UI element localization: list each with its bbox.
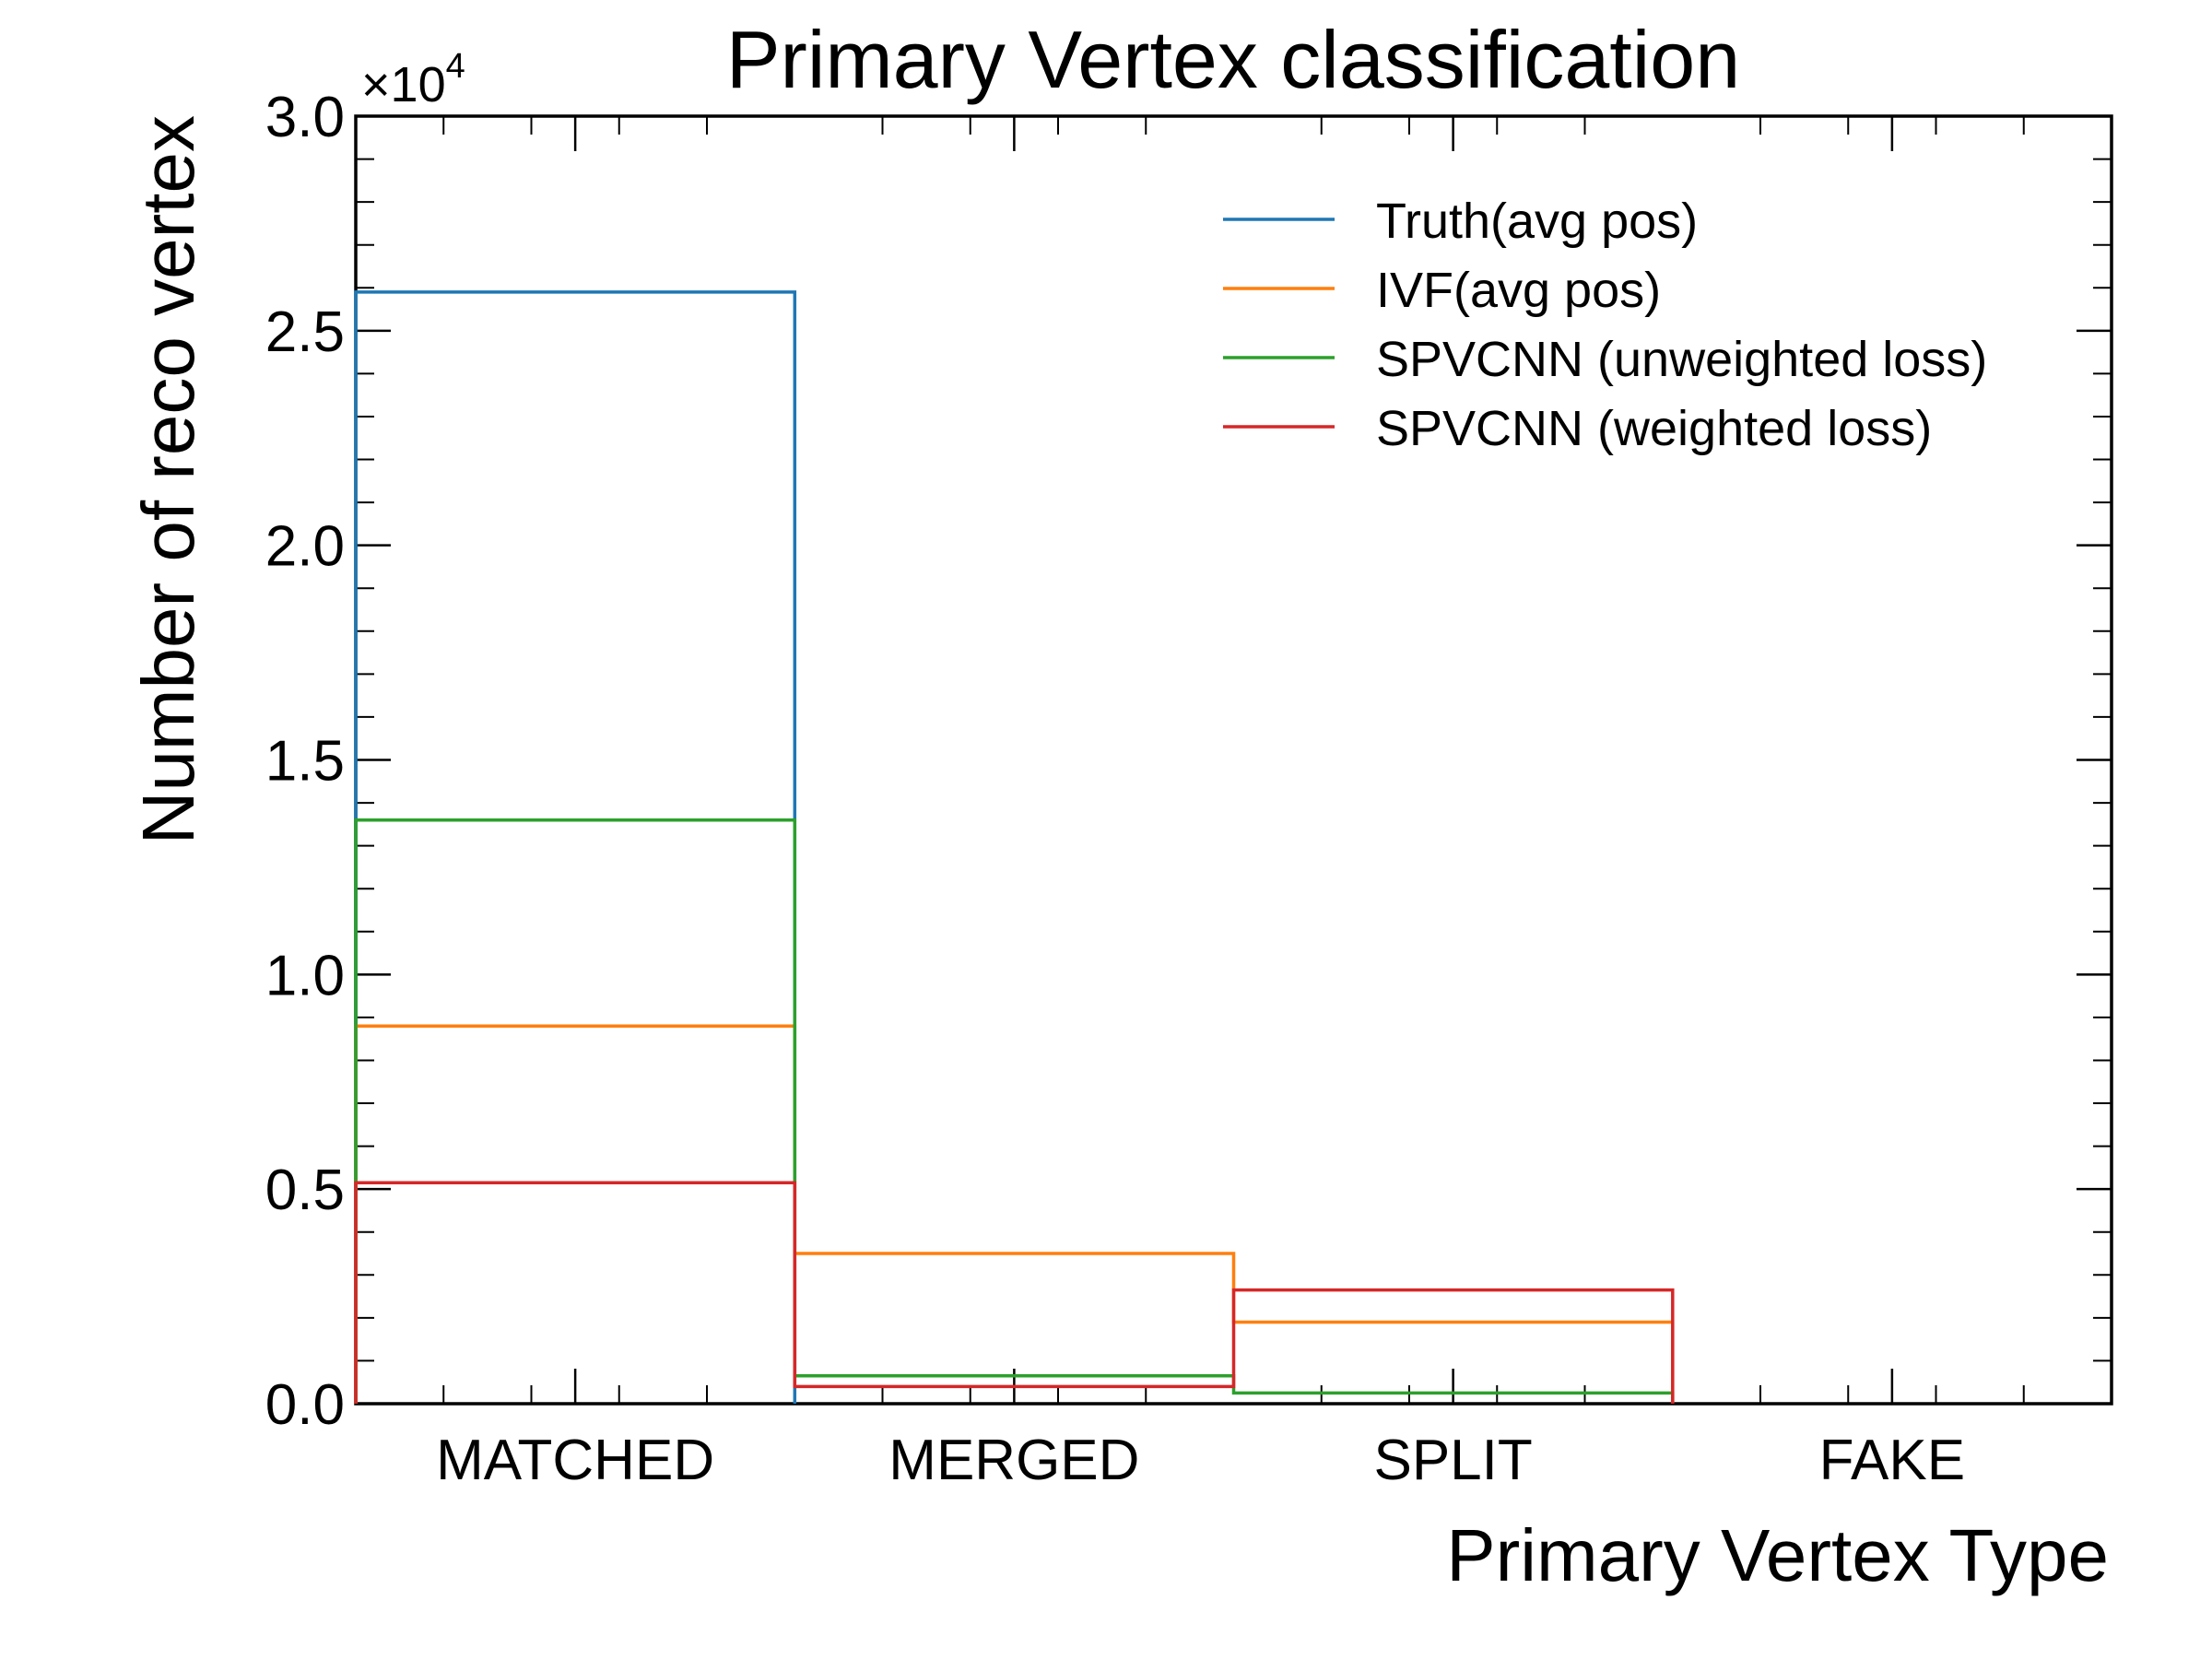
series-step-2 [354,818,1675,1404]
y-tick-label: 0.0 [265,1373,345,1437]
legend-label: SPVCNN (unweighted loss) [1376,332,1987,387]
series-step-1 [354,1024,1675,1404]
y-tick-label: 2.5 [265,300,345,364]
y-tick-label: 3.0 [265,86,345,149]
x-tick-label: MATCHED [436,1429,714,1492]
x-axis-label: Primary Vertex Type [1446,1514,2109,1596]
legend-label: Truth(avg pos) [1376,194,1698,249]
legend: Truth(avg pos) IVF(avg pos) SPVCNN (unweig… [1223,194,1987,456]
y-tick-label: 1.0 [265,944,345,1007]
chart-title: Primary Vertex classification [726,14,1740,105]
axis-ticks: 0.0 0.5 1.0 1.5 2.0 2.5 3.0 MATCHED MERGED SPLIT F… [265,86,2112,1492]
y-axis-multiplier: ×104 [361,47,465,112]
plot-frame [354,114,2113,1406]
legend-label: SPVCNN (weighted loss) [1376,401,1932,456]
series-step-3 [354,1181,1675,1404]
series-step-0 [354,290,797,1404]
x-tick-label: MERGED [888,1429,1139,1492]
y-axis-multiplier-exponent: 4 [446,47,465,86]
x-tick-label: FAKE [1819,1429,1966,1492]
y-tick-label: 0.5 [265,1159,345,1222]
y-tick-label: 2.0 [265,515,345,579]
legend-label: IVF(avg pos) [1376,263,1661,318]
y-axis-multiplier-base: ×10 [361,57,446,112]
x-tick-label: SPLIT [1373,1429,1532,1492]
y-axis-label: Number of reco vertex [127,115,209,844]
plot-area [354,114,2113,1406]
histogram-series [354,290,1675,1404]
y-tick-label: 1.5 [265,730,345,794]
